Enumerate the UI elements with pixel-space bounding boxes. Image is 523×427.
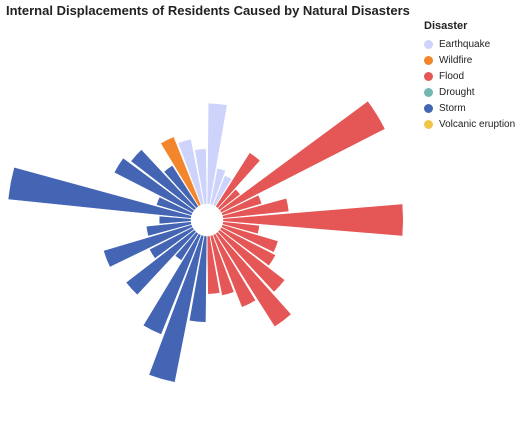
wedge-flood[interactable] [222, 203, 404, 237]
legend-items: Earthquake Wildfire Flood Drought Storm Volca… [424, 36, 515, 132]
wedge-storm[interactable] [148, 234, 205, 383]
wedge-storm[interactable] [145, 221, 192, 237]
wedge-storm[interactable] [103, 224, 193, 268]
wedge-flood[interactable] [222, 197, 290, 219]
wedge-wildfire[interactable] [160, 136, 202, 207]
wedge-earthquake[interactable] [206, 102, 228, 205]
legend-label: Storm [439, 102, 466, 114]
legend-item-wildfire[interactable]: Wildfire [424, 52, 515, 68]
wedge-earthquake[interactable] [209, 167, 226, 206]
legend-swatch [424, 87, 433, 97]
wedge-earthquake[interactable] [194, 148, 208, 205]
wedge-storm[interactable] [188, 235, 208, 323]
legend-swatch [424, 119, 433, 129]
wedge-storm[interactable] [130, 149, 197, 211]
wedge-earthquake[interactable] [212, 175, 233, 207]
legend-item-flood[interactable]: Flood [424, 68, 515, 84]
legend-label: Volcanic eruption [439, 118, 516, 130]
wedge-storm[interactable] [158, 215, 192, 225]
wedge-flood[interactable] [221, 224, 279, 253]
wedge-earthquake[interactable] [177, 138, 205, 206]
legend-item-drought[interactable]: Drought [424, 84, 515, 100]
wedge-storm[interactable] [142, 233, 202, 335]
legend-label: Wildfire [439, 54, 473, 66]
legend: Disaster Earthquake Wildfire Flood Drought S… [424, 20, 515, 132]
legend-title: Disaster [424, 20, 468, 32]
wedge-flood[interactable] [209, 234, 235, 296]
wedge-flood[interactable] [217, 229, 286, 293]
wedge-storm[interactable] [156, 196, 193, 216]
wedge-storm[interactable] [113, 157, 195, 214]
wedge-flood[interactable] [221, 194, 263, 216]
legend-item-earthquake[interactable]: Earthquake [424, 36, 515, 52]
wedge-flood[interactable] [217, 188, 241, 211]
legend-swatch [424, 71, 433, 81]
wedge-storm[interactable] [125, 229, 197, 296]
wedge-flood[interactable] [215, 152, 261, 209]
wedge-storm[interactable] [174, 231, 199, 261]
wedge-storm[interactable] [149, 226, 195, 259]
legend-label: Flood [439, 70, 465, 82]
wedge-flood[interactable] [219, 100, 386, 214]
wedge-flood[interactable] [222, 221, 260, 235]
legend-item-storm[interactable]: Storm [424, 100, 515, 116]
chart-title: Internal Displacements of Residents Caus… [6, 3, 410, 18]
wedge-storm[interactable] [163, 165, 199, 209]
legend-item-volcanic-eruption[interactable]: Volcanic eruption [424, 116, 515, 132]
legend-swatch [424, 39, 433, 49]
legend-label: Drought [439, 86, 475, 98]
legend-label: Earthquake [439, 38, 491, 50]
wedge-storm[interactable] [7, 166, 192, 219]
legend-swatch [424, 103, 433, 113]
wedge-flood[interactable] [219, 226, 276, 267]
wedge-flood[interactable] [215, 231, 292, 328]
wedge-flood[interactable] [206, 235, 221, 295]
wedge-flood[interactable] [212, 233, 257, 308]
legend-swatch [424, 55, 433, 65]
